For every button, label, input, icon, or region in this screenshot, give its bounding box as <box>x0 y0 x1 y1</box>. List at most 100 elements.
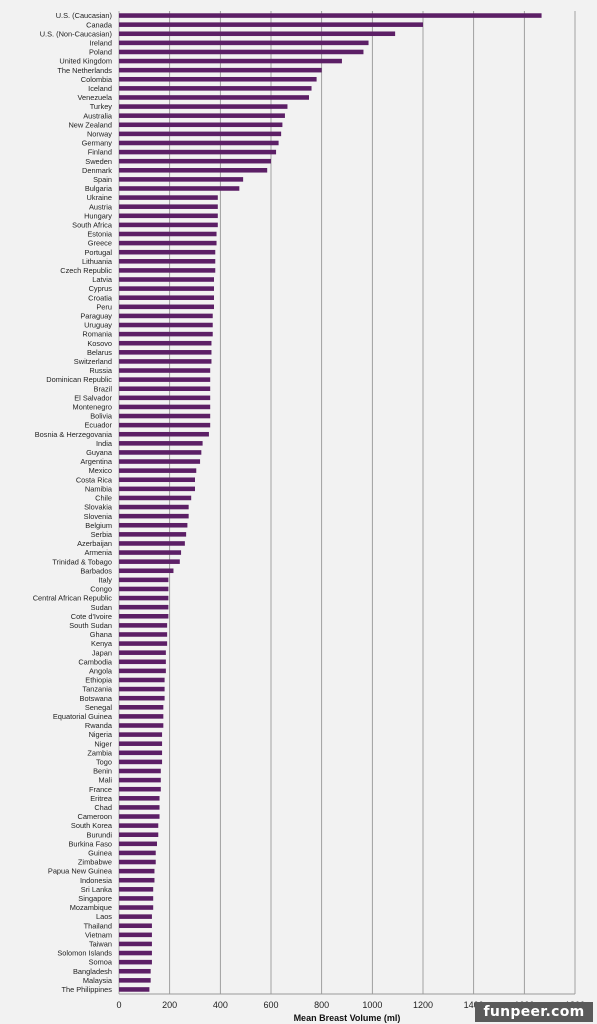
category-label: Croatia <box>88 293 113 302</box>
x-tick-label: 1000 <box>362 1000 382 1010</box>
bar <box>119 641 168 646</box>
bar <box>119 277 214 282</box>
category-label: Czech Republic <box>60 266 112 275</box>
category-label: Belgium <box>85 521 112 530</box>
bar <box>119 513 189 519</box>
x-axis-title: Mean Breast Volume (ml) <box>294 1013 401 1023</box>
category-label: Ukraine <box>87 193 112 202</box>
category-label: Malaysia <box>83 976 113 985</box>
bar <box>119 113 285 118</box>
bar <box>119 450 202 455</box>
category-label: Slovenia <box>84 512 113 521</box>
bar <box>119 168 268 173</box>
category-label: Turkey <box>90 102 113 111</box>
category-label: Mali <box>98 776 112 785</box>
category-label: South Africa <box>72 220 113 229</box>
category-label: Bosnia & Herzegovania <box>35 430 113 439</box>
bar <box>119 786 161 792</box>
category-label: Germany <box>82 139 113 148</box>
category-label: Angola <box>89 666 113 675</box>
category-label: Kenya <box>91 639 113 648</box>
category-label: Sweden <box>85 157 112 166</box>
category-label: The Netherlands <box>57 66 112 75</box>
bar <box>119 322 213 328</box>
bar <box>119 49 364 55</box>
category-label: United Kingdom <box>59 57 112 66</box>
x-tick-label: 1400 <box>464 1000 484 1010</box>
bar <box>119 777 161 783</box>
bar <box>119 677 165 683</box>
bar <box>119 568 174 574</box>
bar <box>119 841 157 847</box>
category-label: Burundi <box>87 830 113 839</box>
bar <box>119 868 155 874</box>
category-label: Austria <box>89 202 113 211</box>
bar <box>119 13 542 18</box>
bar <box>119 58 342 64</box>
category-label: Slovakia <box>84 503 113 512</box>
bar <box>119 750 163 756</box>
bar <box>119 177 244 182</box>
category-label: Barbados <box>80 566 112 575</box>
category-label: Norway <box>87 129 112 138</box>
x-tick-label: 400 <box>213 1000 228 1010</box>
category-label: Guyana <box>86 448 113 457</box>
category-label: Denmark <box>82 166 112 175</box>
bar <box>119 231 217 237</box>
bar <box>119 350 212 355</box>
category-label: Equatorial Guinea <box>53 712 113 721</box>
category-label: Greece <box>88 239 112 248</box>
category-label: Bulgaria <box>85 184 113 193</box>
bar <box>119 495 192 501</box>
category-label: Uruguay <box>84 321 112 330</box>
category-label: Sudan <box>91 603 112 612</box>
bar <box>119 304 214 310</box>
bar <box>119 595 169 601</box>
category-label: Peru <box>96 302 112 311</box>
bar <box>119 31 396 37</box>
category-label: Benin <box>93 767 112 776</box>
category-label: Paraguay <box>80 312 112 321</box>
category-label: Congo <box>90 585 112 594</box>
bar <box>119 240 217 246</box>
bar <box>119 887 154 892</box>
bar <box>119 468 197 473</box>
bars <box>119 13 542 992</box>
category-label: Ethiopia <box>85 676 113 685</box>
category-label: Cambodia <box>78 657 113 666</box>
bar <box>119 504 189 510</box>
bar <box>119 340 212 346</box>
category-label: Chad <box>94 803 112 812</box>
bar <box>119 186 240 191</box>
bar <box>119 741 163 746</box>
bar <box>119 668 166 674</box>
bar <box>119 140 279 146</box>
bar <box>119 914 152 919</box>
category-label: Cote d'Ivoire <box>71 612 112 621</box>
bar <box>119 459 201 464</box>
x-tick-label: 200 <box>162 1000 177 1010</box>
bar <box>119 313 213 319</box>
category-label: Niger <box>94 739 112 748</box>
bar <box>119 586 169 592</box>
bar <box>119 632 168 637</box>
category-label: Botswana <box>80 694 113 703</box>
category-label: El Salvador <box>74 393 112 402</box>
category-label: Belarus <box>87 348 112 357</box>
category-label: India <box>96 439 113 448</box>
category-label: Romania <box>82 330 112 339</box>
bar <box>119 22 423 27</box>
bar <box>119 477 195 483</box>
category-label: U.S. (Non-Caucasian) <box>40 29 112 38</box>
category-label: Switzerland <box>74 357 112 366</box>
category-label: Zambia <box>87 748 113 757</box>
category-label: Tanzania <box>82 685 112 694</box>
category-label: Singapore <box>78 894 112 903</box>
bar <box>119 732 163 737</box>
bar <box>119 923 152 929</box>
category-label: Thailand <box>84 921 112 930</box>
category-label: Armenia <box>84 548 112 557</box>
bar <box>119 768 161 774</box>
bar <box>119 249 216 255</box>
